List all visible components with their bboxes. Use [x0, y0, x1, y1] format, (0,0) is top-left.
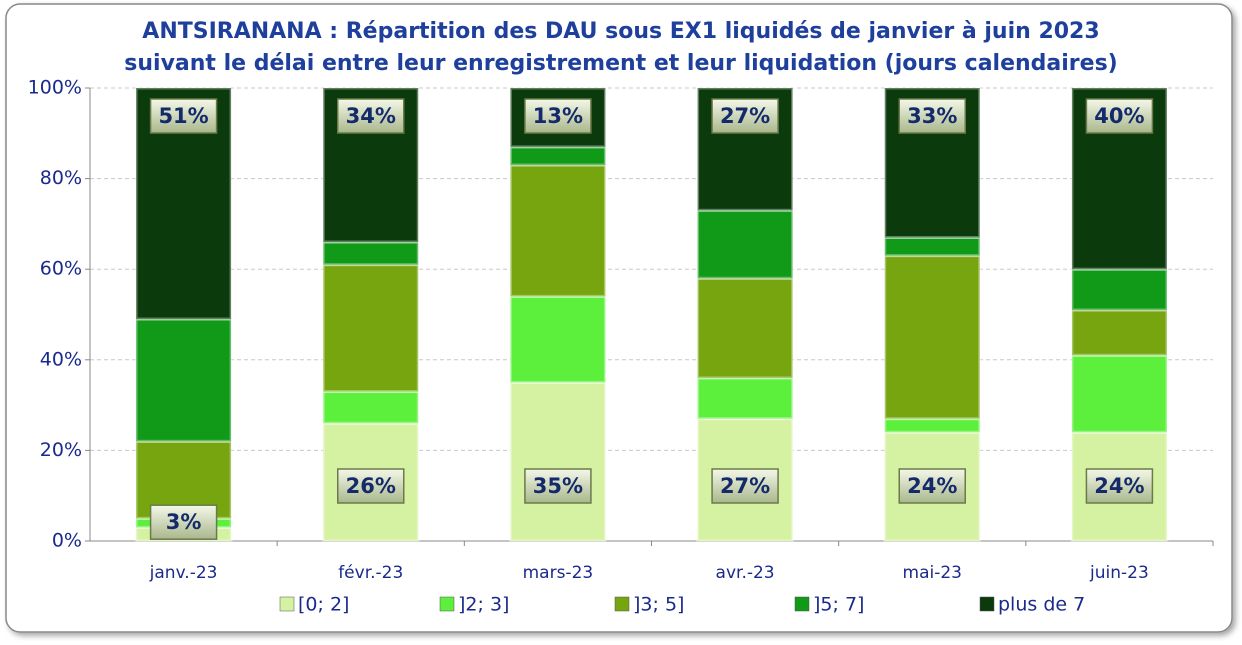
- bar-segment: [696, 376, 795, 421]
- bar-segment: [508, 380, 607, 543]
- data-label: 24%: [907, 474, 957, 498]
- y-tick-label: 100%: [28, 77, 82, 99]
- x-tick-label: mars-23: [523, 563, 594, 583]
- x-tick-label: juin-23: [1089, 563, 1149, 583]
- data-label-box: [711, 98, 779, 134]
- legend-label: plus de 7: [998, 594, 1085, 616]
- bar-segment: [883, 235, 982, 258]
- data-label-box: [1085, 468, 1154, 504]
- data-label: 27%: [720, 474, 770, 498]
- data-label-box: [337, 468, 405, 504]
- legend-label: ]3; 5]: [633, 594, 684, 616]
- legend-swatch: [979, 596, 995, 612]
- data-label-box: [149, 504, 218, 540]
- x-tick-label: janv.-23: [149, 563, 218, 583]
- bar-segment: [134, 317, 233, 443]
- bar-segment: [1070, 267, 1169, 312]
- bar-segment: [508, 163, 607, 298]
- data-label: 40%: [1094, 104, 1144, 128]
- y-tick-label: 20%: [40, 439, 82, 461]
- legend-label: ]5; 7]: [813, 594, 864, 616]
- data-label: 24%: [1094, 474, 1144, 498]
- y-tick-label: 40%: [40, 348, 82, 370]
- legend-label: ]2; 3]: [458, 594, 509, 616]
- bar-segment: [321, 390, 420, 425]
- y-tick-label: 80%: [40, 167, 82, 189]
- data-label: 35%: [533, 474, 583, 498]
- data-label-box: [898, 468, 966, 504]
- bar-segment: [1070, 353, 1169, 434]
- bar-segment: [883, 417, 982, 434]
- bar-segment: [321, 263, 420, 394]
- x-tick-label: avr.-23: [716, 563, 775, 583]
- data-label-box: [149, 98, 218, 134]
- data-label: 34%: [346, 104, 396, 128]
- bar-segment: [321, 240, 420, 267]
- data-label: 26%: [346, 474, 396, 498]
- legend-label: [0; 2]: [298, 594, 349, 616]
- y-tick-label: 0%: [52, 530, 82, 552]
- bar-segment: [508, 294, 607, 384]
- bar-segment: [696, 208, 795, 280]
- data-label-box: [898, 98, 966, 134]
- chart-title: suivant le délai entre leur enregistreme…: [124, 51, 1117, 76]
- legend-swatch: [439, 596, 455, 612]
- data-label-box: [524, 98, 592, 134]
- chart-title: ANTSIRANANA : Répartition des DAU sous E…: [142, 19, 1099, 44]
- legend-swatch: [279, 596, 295, 612]
- data-label: 13%: [533, 104, 583, 128]
- data-label: 51%: [158, 104, 208, 128]
- data-label-box: [337, 98, 405, 134]
- bar-segment: [696, 276, 795, 380]
- x-tick-label: févr.-23: [338, 563, 403, 583]
- bar-segment: [508, 145, 607, 167]
- data-label: 33%: [907, 104, 957, 128]
- legend-swatch: [614, 596, 630, 612]
- bar-segment: [1070, 308, 1169, 357]
- bar-segment: [883, 254, 982, 421]
- x-tick-label: mai-23: [903, 563, 962, 583]
- data-label: 27%: [720, 104, 770, 128]
- data-label-box: [524, 468, 592, 504]
- data-label-box: [711, 468, 779, 504]
- legend-swatch: [794, 596, 810, 612]
- data-label-box: [1085, 98, 1154, 134]
- data-label: 3%: [166, 510, 202, 534]
- y-tick-label: 60%: [40, 258, 82, 280]
